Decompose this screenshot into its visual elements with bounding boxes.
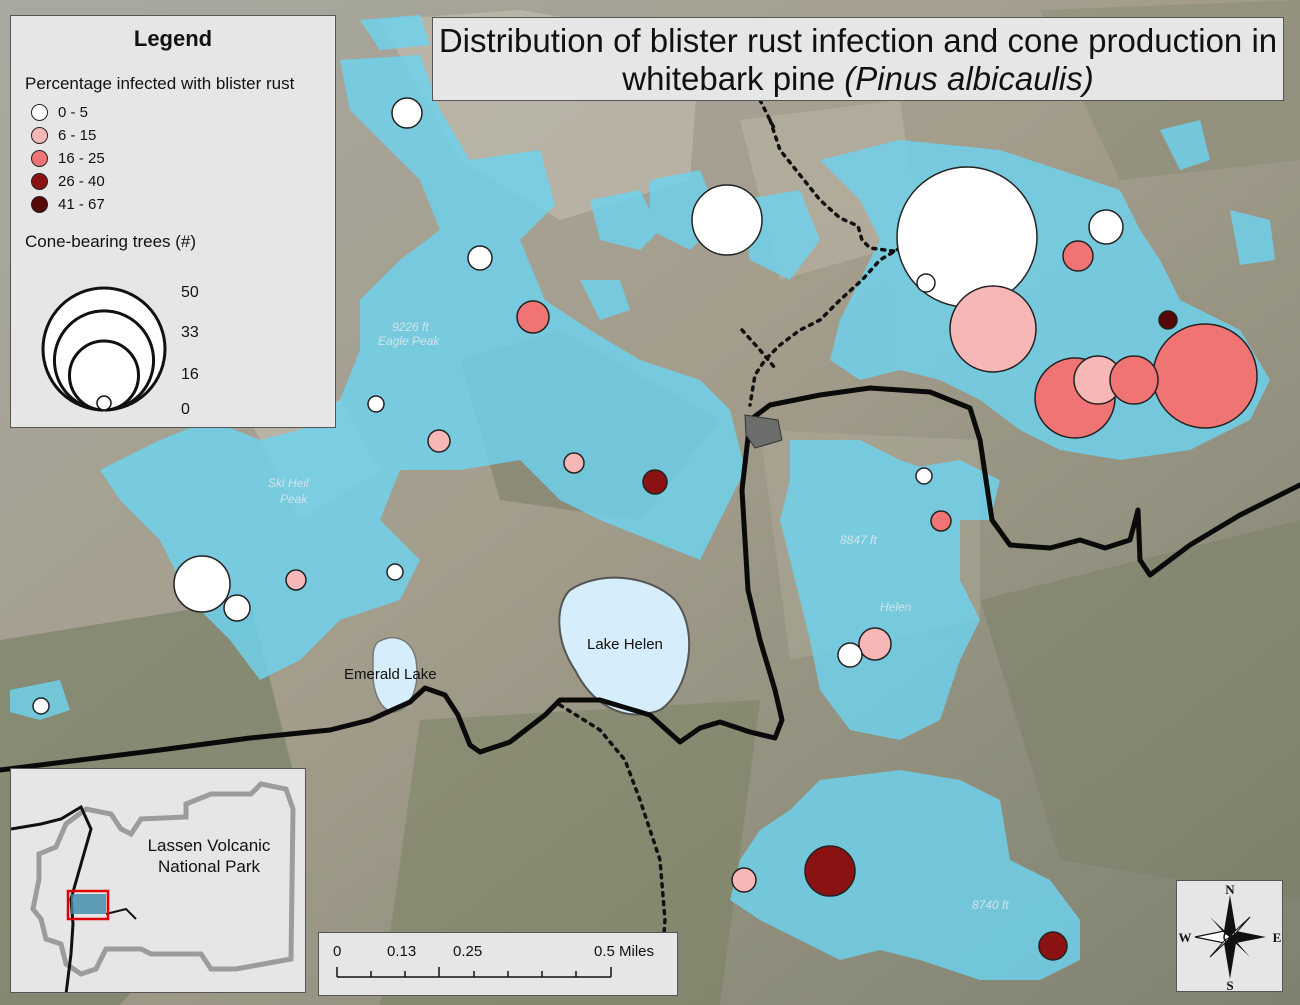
scale-tick-05-miles: 0.5 Miles (594, 943, 655, 960)
helen-peak-label: Helen (880, 600, 912, 614)
infection-swatch (31, 103, 48, 121)
map-title-line2: whitebark pine (Pinus albicaulis) (433, 60, 1283, 98)
map-title-common-name: whitebark pine (622, 60, 845, 97)
study-area-rectangle (66, 889, 110, 921)
west-label: W (1179, 930, 1192, 945)
infection-class-label: 0 - 5 (58, 103, 89, 121)
infection-class-3: 26 - 40 (31, 171, 105, 191)
emerald-lake-shape (372, 637, 418, 713)
lake-helen-label: Lake Helen (587, 636, 663, 653)
survey-plot-marker[interactable] (642, 469, 668, 495)
cone-legend-title: Cone-bearing trees (#) (25, 232, 197, 251)
survey-plot-marker[interactable] (391, 97, 423, 129)
survey-plot-marker[interactable] (1109, 355, 1159, 405)
survey-plot-marker[interactable] (1152, 323, 1258, 429)
survey-plot-marker[interactable] (916, 273, 936, 293)
cone-size-label: 16 (181, 366, 199, 383)
survey-plot-marker[interactable] (427, 429, 451, 453)
elevation-8847-label: 8847 ft (840, 533, 877, 547)
survey-plot-marker[interactable] (223, 594, 251, 622)
lake-helen-shape (558, 576, 691, 716)
survey-plot-marker[interactable] (386, 563, 404, 581)
infection-class-label: 26 - 40 (58, 172, 105, 190)
infection-swatch (31, 172, 48, 190)
lakes-layer (372, 576, 691, 716)
infection-class-label: 6 - 15 (58, 126, 97, 144)
infection-class-1: 6 - 15 (31, 125, 96, 145)
survey-plot-marker[interactable] (1038, 931, 1068, 961)
cone-size-label: 0 (181, 401, 190, 418)
infection-class-0: 0 - 5 (31, 102, 88, 122)
survey-plot-marker[interactable] (949, 285, 1037, 373)
infection-class-label: 16 - 25 (58, 149, 105, 167)
cone-size-label: 50 (181, 284, 199, 301)
scale-tick-013: 0.13 (387, 943, 417, 960)
legend-panel: Legend Percentage infected with blister … (10, 15, 336, 428)
survey-plot-marker[interactable] (858, 627, 892, 661)
survey-plot-marker[interactable] (1158, 310, 1178, 330)
inset-highway (11, 804, 93, 992)
trail-east (748, 246, 902, 407)
map-title-line1: Distribution of blister rust infection a… (438, 22, 1278, 59)
survey-plot-marker[interactable] (731, 867, 757, 893)
trail-south (558, 703, 667, 992)
survey-plot-marker[interactable] (1062, 240, 1094, 272)
inset-highway-branch (105, 907, 137, 920)
survey-plot-marker[interactable] (367, 395, 385, 413)
parking-lot (744, 414, 783, 449)
survey-plots-layer (32, 97, 1258, 961)
inset-map-canvas (11, 781, 296, 992)
infection-class-2: 16 - 25 (31, 148, 105, 168)
park-boundary (30, 781, 296, 977)
infection-swatch (31, 126, 48, 144)
survey-plot-marker[interactable] (285, 569, 307, 591)
survey-plot-marker[interactable] (563, 452, 585, 474)
trail-north (758, 98, 902, 254)
map-title-scientific-name: (Pinus albicaulis) (844, 60, 1094, 97)
cone-size-label: 33 (181, 324, 199, 341)
scale-bar-graphic (336, 967, 612, 978)
infection-class-label: 41 - 67 (58, 195, 105, 213)
roads-layer (0, 98, 1300, 992)
survey-plot-marker[interactable] (173, 555, 231, 613)
infection-class-4: 41 - 67 (31, 194, 105, 214)
eagle-peak-label: Eagle Peak (378, 334, 440, 348)
scale-bar: 0 0.13 0.25 0.5 Miles (318, 932, 678, 996)
elevation-8740-label: 8740 ft (972, 898, 1009, 912)
trail-loop (740, 328, 777, 370)
infection-legend-title: Percentage infected with blister rust (25, 74, 295, 93)
cone-size-circle-0 (96, 395, 112, 411)
ski-heil-peak-label: Peak (280, 492, 308, 506)
survey-plot-marker[interactable] (915, 467, 933, 485)
north-arrow-panel: N S E W (1176, 880, 1283, 993)
north-label: N (1225, 882, 1235, 897)
park-name-label: Lassen Volcanic National Park (147, 836, 271, 876)
eagle-peak-elevation-label: 9226 ft (392, 320, 429, 334)
survey-plot-marker[interactable] (1088, 209, 1124, 245)
survey-plot-marker[interactable] (32, 697, 50, 715)
emerald-lake-label: Emerald Lake (344, 666, 437, 683)
scale-tick-025: 0.25 (453, 943, 483, 960)
east-label: E (1273, 930, 1282, 945)
ski-heil-label: Ski Heil (268, 476, 309, 490)
infection-swatch (31, 149, 48, 167)
inset-locator-map: Lassen Volcanic National Park (10, 768, 306, 993)
highway-road (0, 385, 1300, 773)
survey-plot-marker[interactable] (516, 300, 550, 334)
legend-heading: Legend (133, 26, 213, 51)
scale-tick-0: 0 (333, 943, 342, 960)
map-title-box: Distribution of blister rust infection a… (432, 17, 1284, 101)
habitat-extent (71, 894, 106, 914)
cone-size-symbols (41, 286, 167, 412)
survey-plot-marker[interactable] (930, 510, 952, 532)
survey-plot-marker[interactable] (467, 245, 493, 271)
south-label: S (1226, 978, 1233, 993)
compass-rose-icon: N S E W (1179, 882, 1282, 993)
survey-plot-marker[interactable] (837, 642, 863, 668)
infection-swatch (31, 195, 48, 213)
survey-plot-marker[interactable] (691, 184, 763, 256)
survey-plot-marker[interactable] (804, 845, 856, 897)
